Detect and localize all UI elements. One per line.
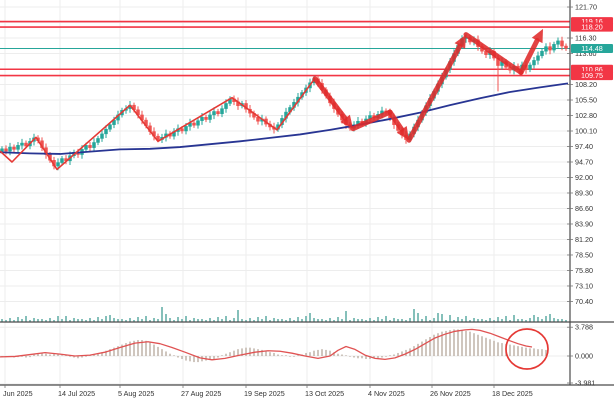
price-badge-label: 114.48 — [581, 44, 602, 53]
macd-tick-label: 3.788 — [575, 323, 593, 332]
price-tick-label: 81.20 — [575, 235, 593, 244]
level-lines — [0, 20, 570, 77]
price-tick-label: 73.10 — [575, 281, 593, 290]
price-tick-label: 92.00 — [575, 173, 593, 182]
price-tick-label: 86.60 — [575, 204, 593, 213]
date-tick-label: 27 Aug 2025 — [181, 389, 221, 398]
date-tick-label: 13 Oct 2025 — [305, 389, 344, 398]
macd-panel — [0, 328, 549, 370]
date-tick-label: 5 Aug 2025 — [118, 389, 154, 398]
price-tick-label: 70.40 — [575, 297, 593, 306]
price-badge-label: 118.20 — [581, 23, 602, 32]
price-tick-label: 89.30 — [575, 188, 593, 197]
price-tick-label: 105.50 — [575, 96, 597, 105]
price-tick-label: 121.70 — [575, 3, 597, 12]
date-axis[interactable]: Jun 2025 14 Jul 2025 5 Aug 2025 27 Aug 2025… — [3, 385, 533, 398]
date-tick-label: 18 Dec 2025 — [492, 389, 533, 398]
date-tick-label: 4 Nov 2025 — [368, 389, 405, 398]
date-tick-label: 19 Sep 2025 — [244, 389, 285, 398]
price-tick-label: 83.90 — [575, 219, 593, 228]
date-tick-label: 26 Nov 2025 — [430, 389, 471, 398]
price-badge-label: 109.75 — [581, 71, 603, 80]
volume-bars — [1, 307, 567, 322]
price-tick-label: 108.20 — [575, 80, 597, 89]
price-tick-label: 97.40 — [575, 142, 593, 151]
trend-arrows — [312, 28, 543, 143]
price-axis[interactable]: 121.70 116.30 113.60 108.20 105.50 102.80 100.… — [567, 3, 613, 388]
trend-zigzag-line — [0, 77, 316, 171]
price-tick-label: 94.70 — [575, 157, 593, 166]
price-badge — [571, 22, 613, 32]
price-badge — [571, 43, 613, 53]
price-badge — [571, 71, 613, 81]
price-tick-label: 102.80 — [575, 111, 597, 120]
price-tick-label: 78.50 — [575, 250, 593, 259]
price-tick-label: 100.10 — [575, 127, 597, 136]
price-badge-label: 119.16 — [581, 17, 602, 26]
gridlines — [0, 0, 570, 385]
macd-tick-label: 0.000 — [575, 352, 593, 361]
price-tick-label: 116.30 — [575, 34, 596, 43]
macd-highlight-circle — [505, 328, 549, 370]
price-tick-label: 113.60 — [575, 49, 596, 58]
moving-average-line — [0, 82, 569, 155]
date-tick-label: Jun 2025 — [3, 389, 33, 398]
price-tick-label: 75.80 — [575, 266, 593, 275]
price-badge-label: 110.86 — [581, 65, 602, 74]
macd-tick-label: -3.981 — [575, 379, 595, 388]
date-tick-label: 14 Jul 2025 — [58, 389, 95, 398]
